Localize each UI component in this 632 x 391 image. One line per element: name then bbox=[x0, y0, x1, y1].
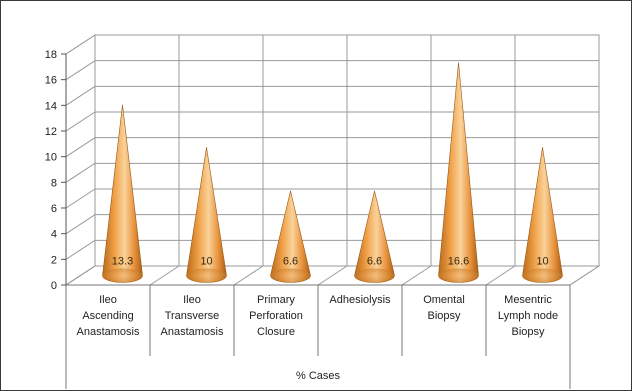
y-tick-label: 0 bbox=[51, 280, 57, 292]
cone-base bbox=[522, 268, 563, 283]
gridline-floor bbox=[149, 265, 180, 286]
gridline-side bbox=[65, 60, 96, 81]
gridlines bbox=[65, 34, 600, 286]
data-label: 13.3 bbox=[112, 256, 133, 268]
cone-bar bbox=[354, 190, 395, 283]
side-wall bbox=[65, 34, 96, 286]
category-label: Ileo Ascending Anastamosis bbox=[77, 294, 140, 338]
gridline-floor bbox=[401, 265, 432, 286]
data-labels: 13.3 10 6.6 6.6 16.6 10 bbox=[112, 256, 549, 268]
y-tick-label: 12 bbox=[45, 126, 57, 138]
y-tick-label: 14 bbox=[45, 100, 57, 112]
y-tick-label: 10 bbox=[45, 152, 57, 164]
category-table: Ileo Ascending Anastamosis Ileo Transverse An… bbox=[65, 284, 571, 389]
gridline-side bbox=[65, 34, 96, 55]
y-tick-label: 16 bbox=[45, 75, 57, 87]
cone-base bbox=[270, 268, 311, 283]
x-axis-title: % Cases bbox=[296, 370, 341, 382]
cone-bar bbox=[102, 104, 143, 283]
gridline-side bbox=[65, 239, 96, 260]
cone-base bbox=[186, 268, 227, 283]
y-tick-label: 2 bbox=[51, 254, 57, 266]
category-label: Adhesiolysis bbox=[329, 294, 391, 306]
category-label: Omental Biopsy bbox=[423, 294, 465, 322]
cone-base bbox=[438, 268, 479, 283]
data-label: 16.6 bbox=[448, 256, 469, 268]
cone-bar bbox=[522, 147, 563, 283]
y-tick-label: 18 bbox=[45, 49, 57, 61]
cone-base bbox=[102, 268, 143, 283]
y-axis-ticks: 0 2 4 6 8 10 12 14 16 18 bbox=[45, 49, 67, 292]
gridline-floor bbox=[65, 265, 96, 286]
gridline-side bbox=[65, 188, 96, 209]
data-label: 6.6 bbox=[283, 256, 298, 268]
data-label: 10 bbox=[536, 256, 548, 268]
gridline-side bbox=[65, 162, 96, 183]
gridline-side bbox=[65, 137, 96, 158]
y-tick-label: 6 bbox=[51, 203, 57, 215]
data-label: 6.6 bbox=[367, 256, 382, 268]
gridline-floor bbox=[569, 265, 600, 286]
category-label: Mesentric Lymph node Biopsy bbox=[498, 294, 558, 338]
category-label: Ileo Transverse Anastamosis bbox=[161, 294, 224, 338]
y-tick-label: 8 bbox=[51, 177, 57, 189]
data-label: 10 bbox=[200, 256, 212, 268]
gridline-side bbox=[65, 214, 96, 235]
gridline-floor bbox=[317, 265, 348, 286]
category-label: Primary Perforation Closure bbox=[249, 294, 303, 338]
cone-bar bbox=[270, 190, 311, 283]
cone-base bbox=[354, 268, 395, 283]
cone-series bbox=[102, 62, 563, 283]
cone-bar bbox=[186, 147, 227, 283]
gridline-side bbox=[65, 85, 96, 106]
chart-walls bbox=[64, 34, 601, 286]
gridline-floor bbox=[485, 265, 516, 286]
y-tick-label: 4 bbox=[51, 229, 57, 241]
cone-bar bbox=[438, 62, 479, 283]
gridline-side bbox=[65, 111, 96, 132]
gridline-floor bbox=[233, 265, 264, 286]
